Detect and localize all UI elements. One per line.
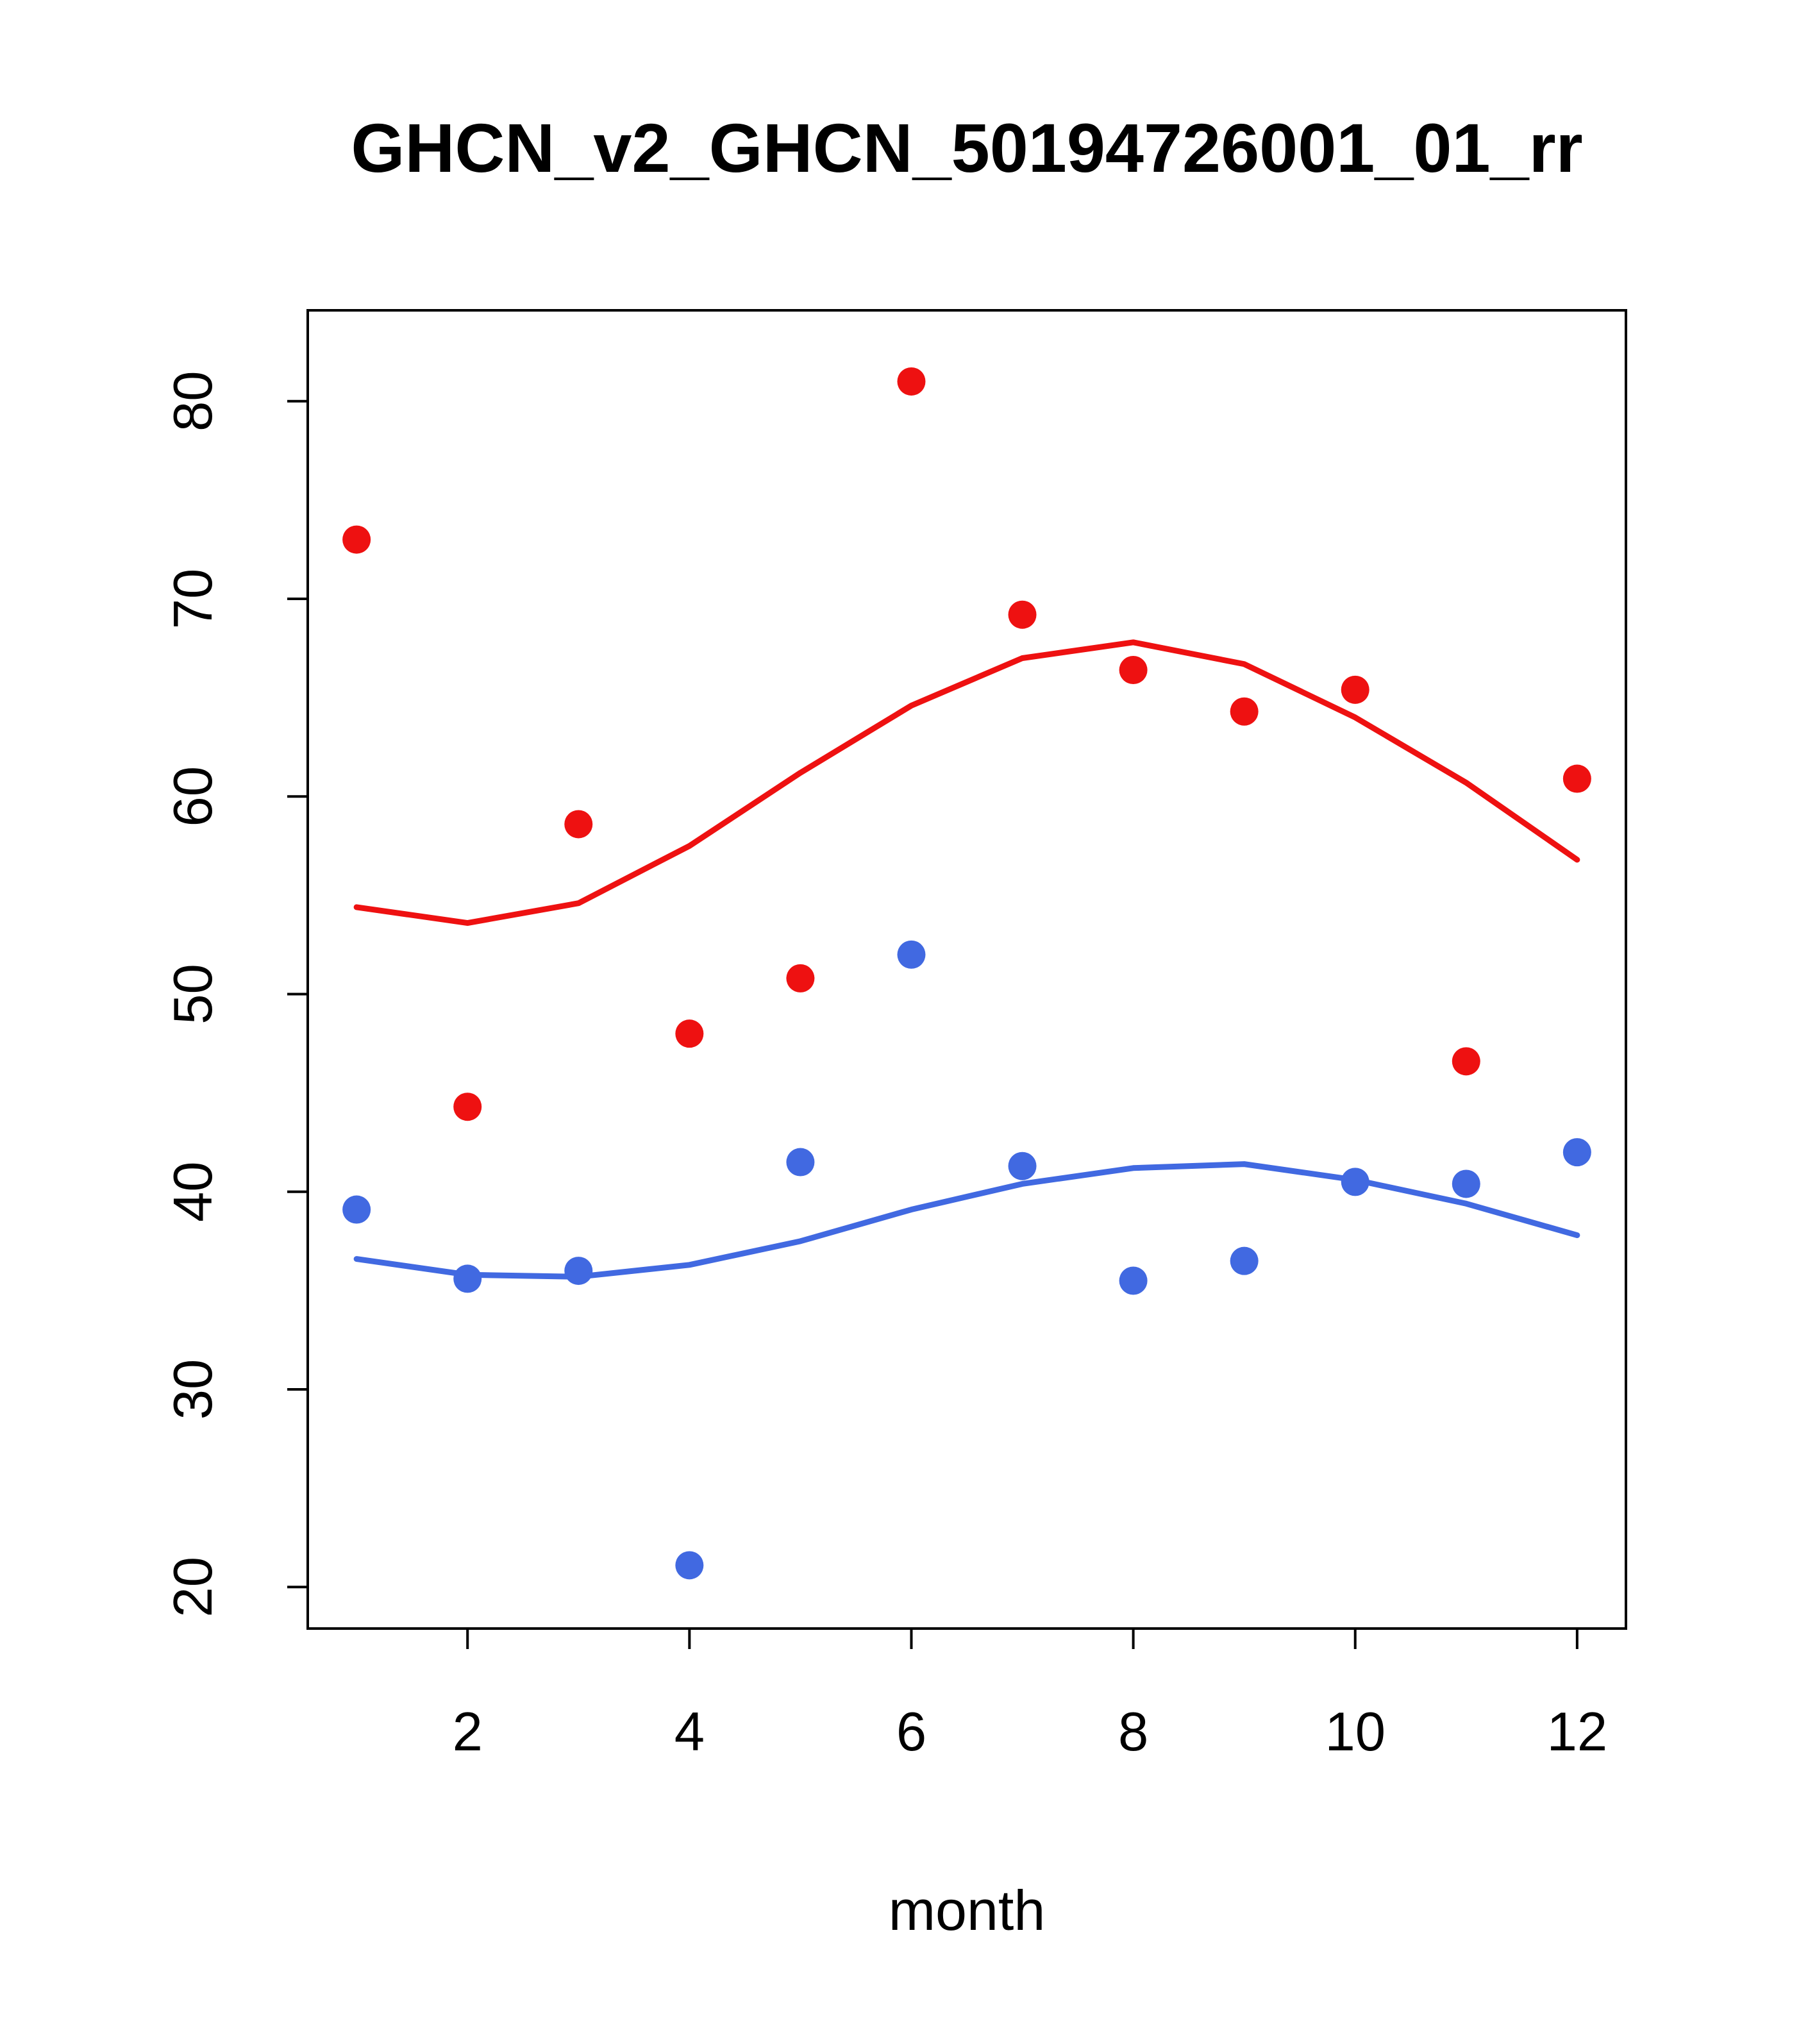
x-axis-tick-label: 10	[1325, 1702, 1386, 1763]
y-axis-tick-label: 20	[163, 1557, 224, 1618]
y-axis-tick-label: 50	[163, 964, 224, 1025]
x-axis-tick-label: 6	[896, 1702, 926, 1763]
plot-border	[306, 309, 1627, 1630]
upper-point	[342, 525, 371, 554]
upper-point	[675, 1019, 704, 1048]
upper-smooth-line	[353, 639, 1580, 926]
lower-point	[1341, 1168, 1369, 1196]
lower-point	[342, 1195, 371, 1224]
upper-point	[1230, 697, 1259, 726]
upper-point	[453, 1093, 482, 1121]
y-axis-tick-label: 40	[163, 1162, 224, 1223]
lower-point	[897, 940, 926, 969]
upper-point	[1562, 764, 1591, 793]
upper-point	[564, 810, 593, 839]
upper-point	[897, 367, 926, 396]
lower-point	[564, 1257, 593, 1286]
lower-point	[1119, 1266, 1148, 1295]
y-axis-tick-label: 30	[163, 1359, 224, 1420]
upper-point	[1341, 675, 1369, 704]
upper-point	[1452, 1047, 1480, 1076]
chart-title: GHCN_v2_GHCN_50194726001_01_rr	[351, 109, 1582, 187]
lower-point	[1562, 1138, 1591, 1167]
lower-point	[1452, 1169, 1480, 1198]
y-axis-tick-label: 70	[163, 569, 224, 630]
lower-point	[675, 1551, 704, 1580]
x-axis-tick-label: 2	[453, 1702, 483, 1763]
lower-point	[1230, 1246, 1259, 1275]
y-axis-tick-label: 80	[163, 371, 224, 432]
lower-point	[1008, 1152, 1037, 1180]
x-axis-tick-label: 8	[1118, 1702, 1148, 1763]
x-axis-tick-label: 12	[1547, 1702, 1608, 1763]
x-axis-tick-label: 4	[674, 1702, 705, 1763]
lower-smooth-line	[353, 1161, 1580, 1280]
x-axis-title: month	[889, 1879, 1046, 1942]
plot-area: 2 4 6 8 10 12 20 30 40 50 60 70 80	[163, 309, 1627, 1763]
upper-point	[1119, 656, 1148, 685]
y-axis-tick-label: 60	[163, 766, 224, 827]
lower-point	[453, 1264, 482, 1293]
upper-point	[786, 964, 815, 993]
upper-point	[1008, 600, 1037, 629]
lower-point	[786, 1148, 815, 1177]
